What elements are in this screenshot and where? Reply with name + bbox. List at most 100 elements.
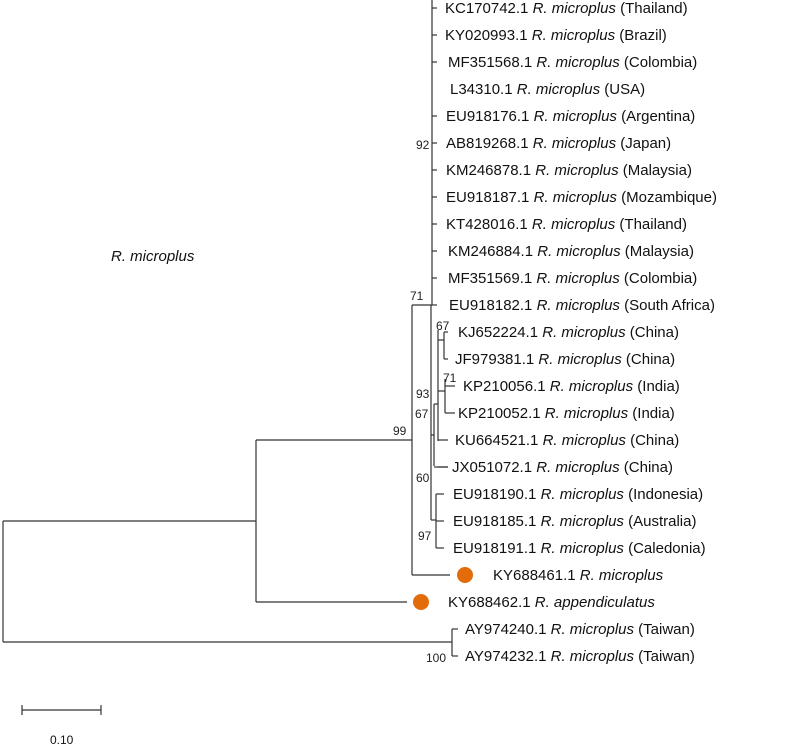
accession-number: AY974240.1 [465,621,551,638]
accession-number: JX051072.1 [452,459,536,476]
species-name: R. microplus [543,432,627,449]
accession-number: KM246878.1 [446,162,535,179]
species-name: R. microplus [517,81,601,98]
accession-number: KC170742.1 [445,0,533,17]
species-name: R. microplus [550,378,634,395]
accession-number: AB819268.1 [446,135,533,152]
accession-number: KY688461.1 [493,567,580,584]
location: (Japan) [616,135,671,152]
accession-number: KM246884.1 [448,243,537,260]
taxon-label: KP210052.1 R. microplus (India) [458,405,675,422]
accession-number: AY974232.1 [465,648,551,665]
bootstrap-value: 97 [418,529,432,543]
accession-number: KT428016.1 [446,216,532,233]
accession-number: EU918182.1 [449,297,537,314]
taxon-label: EU918185.1 R. microplus (Australia) [453,513,696,530]
taxon-label: EU918187.1 R. microplus (Mozambique) [446,189,717,206]
accession-number: EU918191.1 [453,540,541,557]
scale-bar-label: 0.10 [50,733,74,747]
taxon-label: KP210056.1 R. microplus (India) [463,378,680,395]
taxon-label: L34310.1 R. microplus (USA) [450,81,645,98]
species-name: R. microplus [541,513,625,530]
species-name: R. microplus [551,621,635,638]
location: (India) [628,405,675,422]
taxon-label: KY688462.1 R. appendiculatus [448,594,655,611]
species-name: R. microplus [534,108,618,125]
taxon-label: EU918176.1 R. microplus (Argentina) [446,108,695,125]
species-name: R. microplus [536,459,620,476]
bootstrap-value: 99 [393,424,407,438]
taxon-label: JF979381.1 R. microplus (China) [455,351,675,368]
taxon-label: AY974232.1 R. microplus (Taiwan) [465,648,695,665]
taxon-label: EU918190.1 R. microplus (Indonesia) [453,486,703,503]
species-name: R. microplus [534,189,618,206]
accession-number: KP210052.1 [458,405,545,422]
location: (Indonesia) [624,486,703,503]
species-name: R. microplus [536,270,620,287]
accession-number: EU918176.1 [446,108,534,125]
bootstrap-value: 93 [416,387,430,401]
location: (China) [620,459,673,476]
bootstrap-value: 60 [416,471,430,485]
location: (Brazil) [615,27,667,44]
location: (Malaysia) [619,162,692,179]
species-name: R. microplus [537,243,621,260]
location: (Colombia) [620,54,698,71]
species-name: R. microplus [532,216,616,233]
accession-number: L34310.1 [450,81,517,98]
taxon-label: AY974240.1 R. microplus (Taiwan) [465,621,695,638]
species-name: R. appendiculatus [535,594,656,611]
species-name: R. microplus [542,324,626,341]
location: (Thailand) [615,216,687,233]
taxon-label: KY020993.1 R. microplus (Brazil) [445,27,667,44]
taxon-label: KM246884.1 R. microplus (Malaysia) [448,243,694,260]
species-name: R. microplus [532,27,616,44]
accession-number: MF351568.1 [448,54,536,71]
species-name: R. microplus [538,351,622,368]
location: (China) [622,351,675,368]
accession-number: KY020993.1 [445,27,532,44]
accession-number: MF351569.1 [448,270,536,287]
species-name: R. microplus [537,297,621,314]
bootstrap-value: 71 [410,289,424,303]
taxon-label: KT428016.1 R. microplus (Thailand) [446,216,687,233]
location: (China) [626,432,679,449]
clade-label: R. microplus [111,248,195,265]
species-name: R. microplus [551,648,635,665]
taxon-label: KU664521.1 R. microplus (China) [455,432,679,449]
taxon-label: KM246878.1 R. microplus (Malaysia) [446,162,692,179]
location: (India) [633,378,680,395]
bootstrap-value: 92 [416,138,430,152]
location: (Thailand) [616,0,688,17]
bootstrap-value: 71 [443,371,457,385]
accession-number: EU918190.1 [453,486,541,503]
accession-number: KJ652224.1 [458,324,542,341]
species-name: R. microplus [545,405,629,422]
location: (Taiwan) [634,648,695,665]
bootstrap-value: 67 [436,319,450,333]
taxon-label: EU918191.1 R. microplus (Caledonia) [453,540,706,557]
location: (Caledonia) [624,540,706,557]
location: (Australia) [624,513,697,530]
taxon-label: MF351569.1 R. microplus (Colombia) [448,270,697,287]
species-name: R. microplus [533,0,617,17]
species-name: R. microplus [536,54,620,71]
species-name: R. microplus [541,540,625,557]
location: (Colombia) [620,270,698,287]
bootstrap-value: 67 [415,407,429,421]
accession-number: JF979381.1 [455,351,538,368]
species-name: R. microplus [535,162,619,179]
accession-number: KY688462.1 [448,594,535,611]
sample-marker-icon [413,594,429,610]
species-name: R. microplus [580,567,664,584]
location: (Taiwan) [634,621,695,638]
taxon-label: AB819268.1 R. microplus (Japan) [446,135,671,152]
accession-number: KU664521.1 [455,432,543,449]
species-name: R. microplus [541,486,625,503]
taxon-label: MF351568.1 R. microplus (Colombia) [448,54,697,71]
accession-number: EU918187.1 [446,189,534,206]
taxon-label: KY688461.1 R. microplus [493,567,664,584]
location: (South Africa) [620,297,715,314]
taxon-label: EU918182.1 R. microplus (South Africa) [449,297,715,314]
